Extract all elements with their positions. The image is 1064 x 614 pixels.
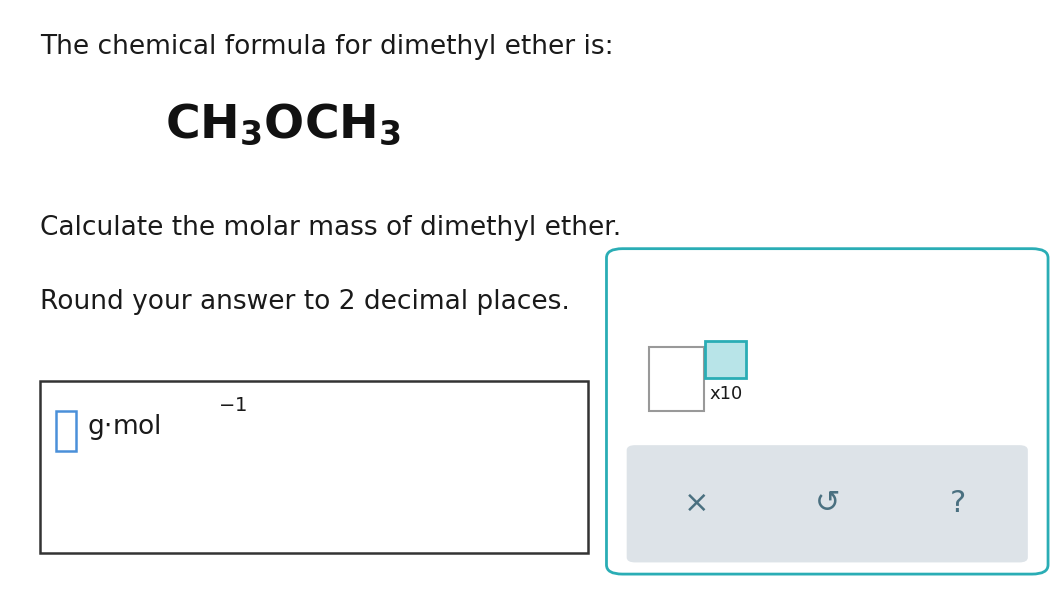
- Text: Calculate the molar mass of dimethyl ether.: Calculate the molar mass of dimethyl eth…: [40, 215, 621, 241]
- FancyBboxPatch shape: [649, 347, 704, 411]
- Text: $\mathbf{CH_3OCH_3}$: $\mathbf{CH_3OCH_3}$: [165, 101, 401, 147]
- Text: x10: x10: [710, 385, 743, 403]
- FancyBboxPatch shape: [627, 445, 1028, 562]
- Text: g$\cdot$mol: g$\cdot$mol: [87, 412, 161, 441]
- Text: ×: ×: [683, 489, 709, 518]
- Text: $-1$: $-1$: [218, 396, 247, 414]
- Text: ↺: ↺: [815, 489, 839, 518]
- Text: The chemical formula for dimethyl ether is:: The chemical formula for dimethyl ether …: [40, 34, 614, 60]
- Text: ?: ?: [950, 489, 966, 518]
- FancyBboxPatch shape: [40, 381, 588, 553]
- FancyBboxPatch shape: [705, 341, 746, 378]
- Text: Round your answer to 2 decimal places.: Round your answer to 2 decimal places.: [40, 289, 570, 314]
- FancyBboxPatch shape: [606, 249, 1048, 574]
- FancyBboxPatch shape: [56, 411, 76, 451]
